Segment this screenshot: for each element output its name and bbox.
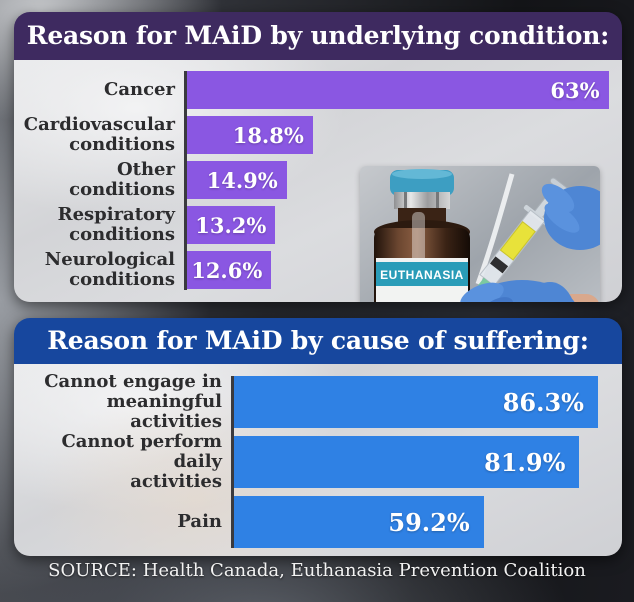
bar: 14.9% bbox=[187, 161, 287, 199]
gloved-hands-icon bbox=[460, 183, 600, 302]
vial-label-text: EUTHANASIA bbox=[380, 268, 464, 282]
bar-track: 81.9% bbox=[231, 436, 622, 488]
chart-row: Pain 59.2% bbox=[14, 496, 622, 548]
bar: 81.9% bbox=[234, 436, 580, 488]
panel-underlying-condition: Reason for MAiD by underlying condition:… bbox=[14, 12, 622, 302]
axis-line bbox=[231, 376, 234, 548]
bar-value-label: 63% bbox=[550, 77, 600, 103]
source-credit: SOURCE: Health Canada, Euthanasia Preven… bbox=[48, 560, 586, 581]
euthanasia-vial-icon: EUTHANASIA bbox=[374, 169, 470, 302]
chart-row: Cannot engage in meaningful activities 86.… bbox=[14, 371, 622, 432]
bar-category-label: Cannot perform daily activities bbox=[61, 431, 222, 492]
chart-row: Cannot perform daily activities 81.9% bbox=[14, 431, 622, 492]
bar: 63% bbox=[187, 71, 609, 109]
bar-category-label: Other conditions bbox=[69, 159, 175, 200]
bar-track: 63% bbox=[184, 71, 622, 109]
bar-value-label: 14.9% bbox=[206, 167, 278, 193]
bar-category-label: Neurological conditions bbox=[44, 249, 175, 290]
bar-track: 14.9% bbox=[184, 161, 622, 199]
bar-value-label: 59.2% bbox=[388, 507, 470, 537]
bar-track: 86.3% bbox=[231, 376, 622, 428]
bar-track: 13.2% bbox=[184, 206, 622, 244]
bar-chart-underlying-condition: Cancer 63% Cardiovascular conditions 18.8% Ot… bbox=[14, 60, 622, 290]
bar-value-label: 18.8% bbox=[232, 122, 304, 148]
chart-row: Neurological conditions 12.6% bbox=[14, 249, 622, 290]
bar-track: 12.6% bbox=[184, 251, 622, 289]
bar: 18.8% bbox=[187, 116, 313, 154]
euthanasia-vial-photo: EUTHANASIA bbox=[360, 166, 600, 302]
bar-category-label: Cardiovascular conditions bbox=[23, 114, 175, 155]
bar-category-label: Cannot engage in meaningful activities bbox=[44, 371, 222, 432]
chart-title-cause-of-suffering: Reason for MAiD by cause of suffering: bbox=[14, 318, 622, 364]
bar-value-label: 86.3% bbox=[502, 387, 584, 417]
bar: 13.2% bbox=[187, 206, 276, 244]
axis-line bbox=[184, 71, 187, 290]
bar-category-label: Cancer bbox=[104, 79, 175, 100]
panel-cause-of-suffering: Reason for MAiD by cause of suffering: C… bbox=[14, 318, 622, 556]
bar-category-label: Respiratory conditions bbox=[57, 204, 175, 245]
bar-value-label: 12.6% bbox=[191, 257, 263, 283]
bar-category-label: Pain bbox=[177, 511, 222, 532]
chart-title-underlying-condition: Reason for MAiD by underlying condition: bbox=[14, 12, 622, 60]
bar-track: 59.2% bbox=[231, 496, 622, 548]
chart-row: Respiratory conditions 13.2% bbox=[14, 204, 622, 245]
bar-value-label: 81.9% bbox=[484, 447, 566, 477]
chart-row: Cancer 63% bbox=[14, 71, 622, 109]
bar: 59.2% bbox=[234, 496, 484, 548]
chart-area-cause-of-suffering: Cannot engage in meaningful activities 86.… bbox=[14, 364, 622, 556]
chart-row: Cardiovascular conditions 18.8% bbox=[14, 114, 622, 155]
bar: 86.3% bbox=[234, 376, 598, 428]
bar-chart-cause-of-suffering: Cannot engage in meaningful activities 86.… bbox=[14, 364, 622, 548]
chart-area-underlying-condition: Cancer 63% Cardiovascular conditions 18.8% Ot… bbox=[14, 60, 622, 302]
chart-row: Other conditions 14.9% bbox=[14, 159, 622, 200]
bar-value-label: 13.2% bbox=[195, 212, 267, 238]
bar: 12.6% bbox=[187, 251, 272, 289]
bar-track: 18.8% bbox=[184, 116, 622, 154]
